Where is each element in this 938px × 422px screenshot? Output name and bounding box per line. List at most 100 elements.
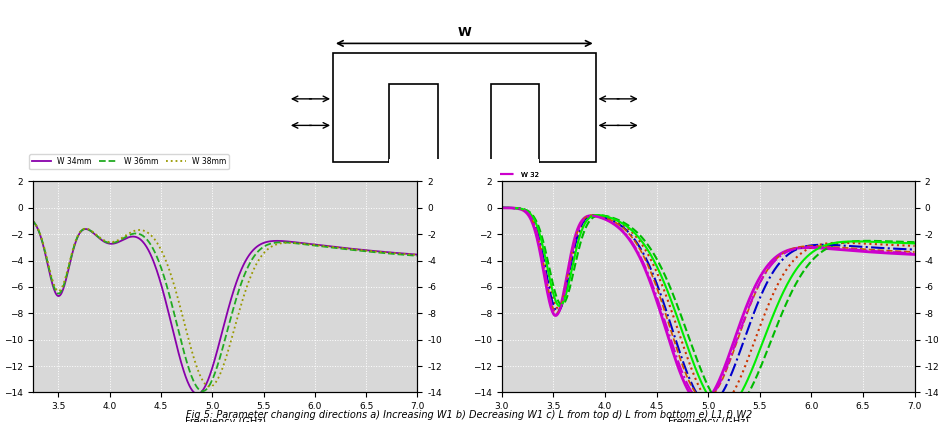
- W 38mm: [126, 230, 137, 235]
- W 30mm: [808, 249, 819, 254]
- W 34mm: [96, 237, 107, 242]
- X-axis label: Frequency (GHz): Frequency (GHz): [668, 417, 749, 422]
- W 30mm: [569, 253, 581, 258]
- W 28mm: [773, 254, 784, 260]
- W 30mm: [683, 347, 694, 352]
- Bar: [333, 53, 596, 162]
- W 38mm: [284, 240, 295, 245]
- W 38mm: [27, 219, 38, 224]
- W 24mm: [808, 244, 819, 249]
- W 22mm: [683, 334, 694, 339]
- Bar: [491, 84, 539, 162]
- W 36mm: [96, 236, 107, 241]
- W 22mm: [909, 240, 920, 245]
- Bar: [389, 84, 438, 162]
- W 34mm: [740, 306, 751, 311]
- W 28mm: [909, 249, 920, 254]
- W 38mm: [254, 255, 265, 260]
- Line: W 30mm: W 30mm: [502, 208, 915, 409]
- W 26mm: [496, 205, 507, 210]
- W 24mm: [602, 215, 613, 220]
- W 34mm: [683, 389, 694, 394]
- W 22mm: [724, 408, 735, 413]
- Line: W 26mm: W 26mm: [502, 208, 915, 404]
- W 28mm: [569, 238, 581, 243]
- W 34mm: [695, 400, 706, 405]
- W 22mm: [602, 214, 613, 219]
- W 30mm: [719, 406, 730, 411]
- W 34mm: [602, 218, 613, 223]
- W 34mm: [496, 205, 507, 210]
- W 34mm: [773, 253, 784, 258]
- W 38mm: [201, 383, 212, 388]
- W 26mm: [704, 401, 715, 406]
- W 36mm: [284, 240, 295, 245]
- W 24mm: [712, 404, 723, 409]
- W 28mm: [683, 378, 694, 383]
- W 28mm: [740, 314, 751, 319]
- W 32: [496, 205, 507, 210]
- W 38mm: [412, 252, 423, 257]
- W 22mm: [808, 257, 819, 262]
- W 26mm: [683, 374, 694, 379]
- W 26mm: [569, 243, 581, 249]
- W 32: [602, 218, 613, 223]
- W 34mm: [569, 235, 581, 240]
- W 22mm: [569, 263, 581, 268]
- W 24mm: [909, 243, 920, 249]
- W 36mm: [27, 219, 38, 224]
- W 34mm: [126, 234, 137, 239]
- W 34mm: [412, 252, 423, 257]
- W 26mm: [602, 216, 613, 221]
- Line: W 24mm: W 24mm: [502, 208, 915, 407]
- Bar: [389, 159, 539, 163]
- W 34mm: [191, 391, 203, 396]
- Text: Fig 5: Parameter changing directions a) Increasing W1 b) Decreasing W1 c) L from: Fig 5: Parameter changing directions a) …: [186, 410, 752, 420]
- W 28mm: [496, 205, 507, 210]
- W 36mm: [254, 247, 265, 252]
- W 26mm: [808, 243, 819, 248]
- W 22mm: [740, 395, 751, 400]
- Line: W 32: W 32: [502, 208, 915, 401]
- W 24mm: [740, 362, 751, 367]
- W 32: [909, 251, 920, 256]
- X-axis label: Frequency (GHz): Frequency (GHz): [185, 417, 265, 422]
- W 38mm: [317, 243, 328, 249]
- W 30mm: [909, 241, 920, 246]
- W 32: [808, 244, 819, 249]
- Line: W 28mm: W 28mm: [502, 208, 915, 399]
- W 36mm: [412, 253, 423, 258]
- W 36mm: [317, 244, 328, 249]
- W 34mm: [808, 245, 819, 250]
- Legend: W 32: W 32: [498, 169, 542, 180]
- W 26mm: [773, 262, 784, 267]
- W 34mm: [254, 242, 265, 247]
- Line: W 22mm: W 22mm: [502, 208, 915, 410]
- Line: W 34mm: W 34mm: [502, 208, 915, 402]
- Legend: W 34mm, W 36mm, W 38mm: W 34mm, W 36mm, W 38mm: [29, 154, 229, 169]
- W 24mm: [773, 281, 784, 286]
- W 34mm: [27, 219, 38, 224]
- W 30mm: [602, 214, 613, 219]
- W 34mm: [202, 379, 213, 384]
- W 26mm: [909, 247, 920, 252]
- W 36mm: [197, 389, 208, 394]
- W 28mm: [700, 397, 711, 402]
- Line: W 34mm: W 34mm: [33, 221, 417, 394]
- W 32: [697, 398, 708, 403]
- W 28mm: [808, 243, 819, 249]
- W 24mm: [569, 248, 581, 253]
- W 32: [683, 384, 694, 389]
- W 34mm: [909, 252, 920, 257]
- W 36mm: [126, 232, 137, 237]
- W 36mm: [202, 386, 213, 391]
- W 22mm: [496, 205, 507, 210]
- Line: W 38mm: W 38mm: [33, 221, 417, 387]
- W 38mm: [96, 236, 107, 241]
- Text: W: W: [458, 26, 471, 38]
- W 32: [569, 239, 581, 244]
- Line: W 36mm: W 36mm: [33, 221, 417, 391]
- W 38mm: [204, 384, 216, 389]
- W 26mm: [740, 333, 751, 338]
- W 24mm: [683, 358, 694, 363]
